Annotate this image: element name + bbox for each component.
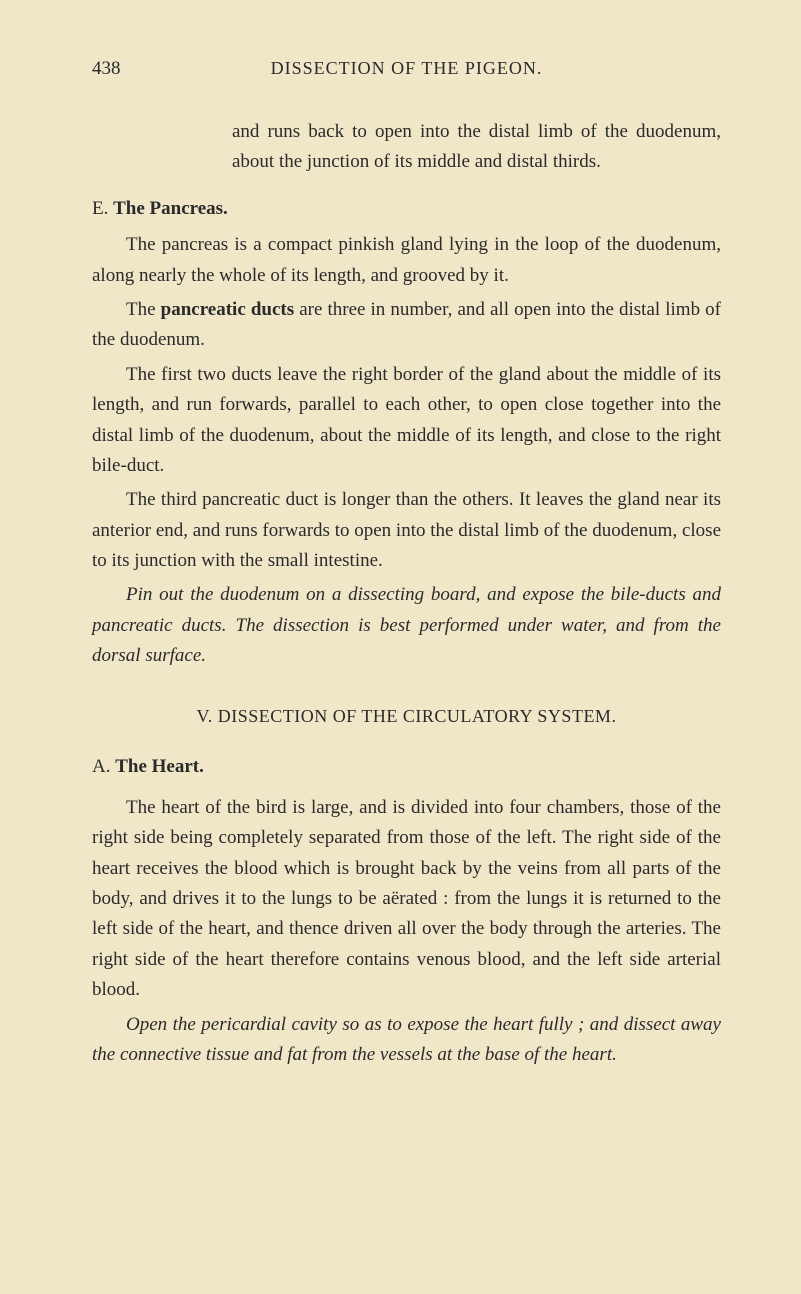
section-a-label: A. The Heart. [92, 752, 721, 782]
continuation-paragraph: and runs back to open into the distal li… [92, 117, 721, 178]
instruction-paragraph: Pin out the duodenum on a dissecting boa… [92, 580, 721, 671]
section-letter: E. [92, 198, 108, 219]
paragraph: The pancreatic ducts are three in number… [92, 295, 721, 356]
paragraph: The third pancreatic duct is longer than… [92, 485, 721, 576]
section-title: The Pancreas. [113, 198, 228, 219]
section-e-label: E. The Pancreas. [92, 194, 721, 224]
instruction-paragraph: Open the pericardial cavity so as to exp… [92, 1010, 721, 1071]
text-run: The [126, 299, 161, 320]
paragraph: The pancreas is a compact pinkish gland … [92, 230, 721, 291]
running-header: DISSECTION OF THE PIGEON. [92, 58, 721, 79]
section-letter: A. [92, 756, 110, 777]
paragraph: The first two ducts leave the right bord… [92, 360, 721, 482]
body-text: and runs back to open into the distal li… [92, 117, 721, 1070]
page-number: 438 [92, 58, 121, 80]
paragraph: The heart of the bird is large, and is d… [92, 793, 721, 1006]
bold-term: pancreatic ducts [161, 299, 295, 320]
section-title: The Heart. [115, 756, 204, 777]
section-v-heading: V. DISSECTION OF THE CIRCULATORY SYSTEM. [92, 702, 721, 731]
